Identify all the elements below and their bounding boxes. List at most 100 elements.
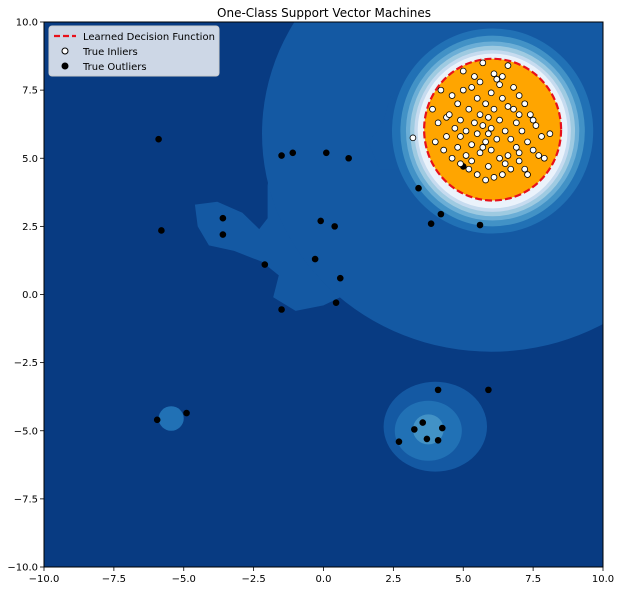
y-tick-label-8: −10.0	[7, 563, 38, 574]
inlier-point-10	[451, 124, 459, 132]
outlier-point-15	[153, 416, 161, 424]
inlier-point-7	[448, 154, 456, 162]
legend-box	[48, 25, 220, 77]
inlier-point-48	[496, 154, 503, 162]
outlier-point-26	[437, 210, 445, 218]
x-tick-label-6: 5.0	[455, 574, 471, 585]
inlier-point-63	[493, 135, 501, 143]
inlier-point-31	[507, 165, 515, 173]
inlier-point-57	[496, 81, 503, 88]
contour-left-small	[158, 406, 184, 431]
inlier-point-80	[476, 78, 484, 86]
inlier-point-62	[515, 149, 523, 157]
inlier-point-73	[524, 171, 531, 178]
inlier-point-12	[454, 100, 461, 108]
inlier-point-64	[485, 130, 492, 138]
inlier-point-60	[518, 127, 526, 135]
inlier-point-46	[513, 144, 520, 151]
inlier-point-39	[473, 130, 481, 138]
inlier-point-8	[454, 144, 461, 151]
inlier-point-2	[437, 86, 445, 94]
inlier-point-36	[465, 165, 473, 173]
outlier-point-10	[311, 255, 319, 263]
inlier-point-20	[510, 84, 517, 91]
x-tick-label-5: 2.5	[385, 574, 401, 585]
outlier-point-6	[322, 149, 330, 157]
x-tick-label-1: −7.5	[102, 574, 126, 585]
outlier-point-27	[427, 220, 435, 227]
inlier-point-71	[529, 116, 537, 124]
inlier-point-30	[515, 157, 523, 165]
x-tick-label-3: −2.5	[241, 574, 265, 585]
inlier-point-21	[515, 92, 523, 99]
x-tick-label-7: 7.5	[525, 574, 541, 585]
y-tick-label-4: 0.0	[22, 290, 38, 301]
inlier-point-25	[538, 133, 545, 140]
inlier-point-4	[434, 119, 442, 127]
outlier-point-25	[415, 184, 422, 192]
inlier-point-50	[482, 138, 489, 146]
y-axis: 10.0 7.5 5.0 2.5 0.0 −2.5 −5.0 −7.5 −10.0	[7, 18, 44, 574]
y-tick-label-6: −5.0	[14, 426, 38, 437]
outlier-point-14	[278, 306, 285, 313]
inlier-point-37	[462, 152, 470, 159]
inlier-point-76	[468, 157, 475, 165]
y-tick-label-5: −2.5	[14, 358, 38, 369]
y-tick-label-2: 5.0	[22, 154, 38, 165]
inlier-point-49	[487, 146, 495, 154]
inlier-point-16	[479, 59, 487, 67]
inlier-point-55	[482, 100, 489, 108]
inlier-point-82	[515, 111, 523, 118]
inlier-point-69	[462, 127, 470, 135]
inlier-point-45	[507, 135, 515, 143]
inlier-point-15	[471, 73, 478, 80]
outlier-point-1	[158, 227, 165, 234]
x-tick-label-8: 10.0	[592, 574, 614, 585]
inlier-point-53	[465, 105, 473, 113]
plot-area	[44, 22, 603, 567]
inlier-point-67	[457, 116, 464, 124]
inlier-point-42	[490, 105, 498, 113]
inlier-point-84	[479, 144, 487, 151]
inlier-point-74	[501, 160, 509, 168]
inlier-point-75	[485, 163, 492, 170]
x-tick-label-4: 0.0	[316, 574, 332, 585]
inlier-point-68	[448, 92, 456, 99]
inlier-point-65	[476, 111, 484, 118]
inlier-point-32	[499, 171, 506, 178]
outlier-point-5	[289, 149, 297, 157]
inlier-point-56	[487, 89, 495, 97]
legend-label-boundary: Learned Decision Function	[83, 32, 215, 43]
inlier-point-6	[440, 146, 447, 154]
outlier-point-18	[485, 386, 492, 394]
legend-outlier-swatch	[61, 62, 69, 70]
outlier-point-28	[476, 221, 484, 229]
inlier-point-26	[529, 146, 537, 154]
inlier-point-1	[429, 105, 436, 113]
outlier-point-24	[434, 436, 442, 444]
outlier-points	[153, 135, 492, 445]
outlier-point-7	[345, 154, 352, 162]
inlier-point-13	[459, 86, 467, 94]
inlier-point-33	[490, 174, 498, 181]
inlier-point-17	[493, 75, 501, 83]
legend: Learned Decision Function True Inliers T…	[48, 25, 220, 77]
inlier-point-70	[510, 105, 517, 113]
outlier-point-8	[317, 217, 325, 225]
y-tick-label-7: −7.5	[14, 494, 38, 505]
outlier-point-2	[219, 214, 227, 222]
outlier-point-23	[423, 435, 431, 443]
outlier-point-12	[336, 274, 344, 282]
inlier-point-79	[490, 70, 498, 78]
inlier-point-22	[521, 100, 529, 108]
inlier-point-58	[504, 103, 512, 110]
outlier-point-13	[332, 299, 340, 306]
inlier-point-0	[409, 134, 417, 142]
outlier-point-3	[219, 231, 227, 238]
y-tick-label-0: 10.0	[16, 18, 38, 29]
outlier-point-19	[419, 419, 427, 426]
y-tick-label-1: 7.5	[22, 86, 38, 97]
inlier-point-5	[431, 138, 439, 146]
